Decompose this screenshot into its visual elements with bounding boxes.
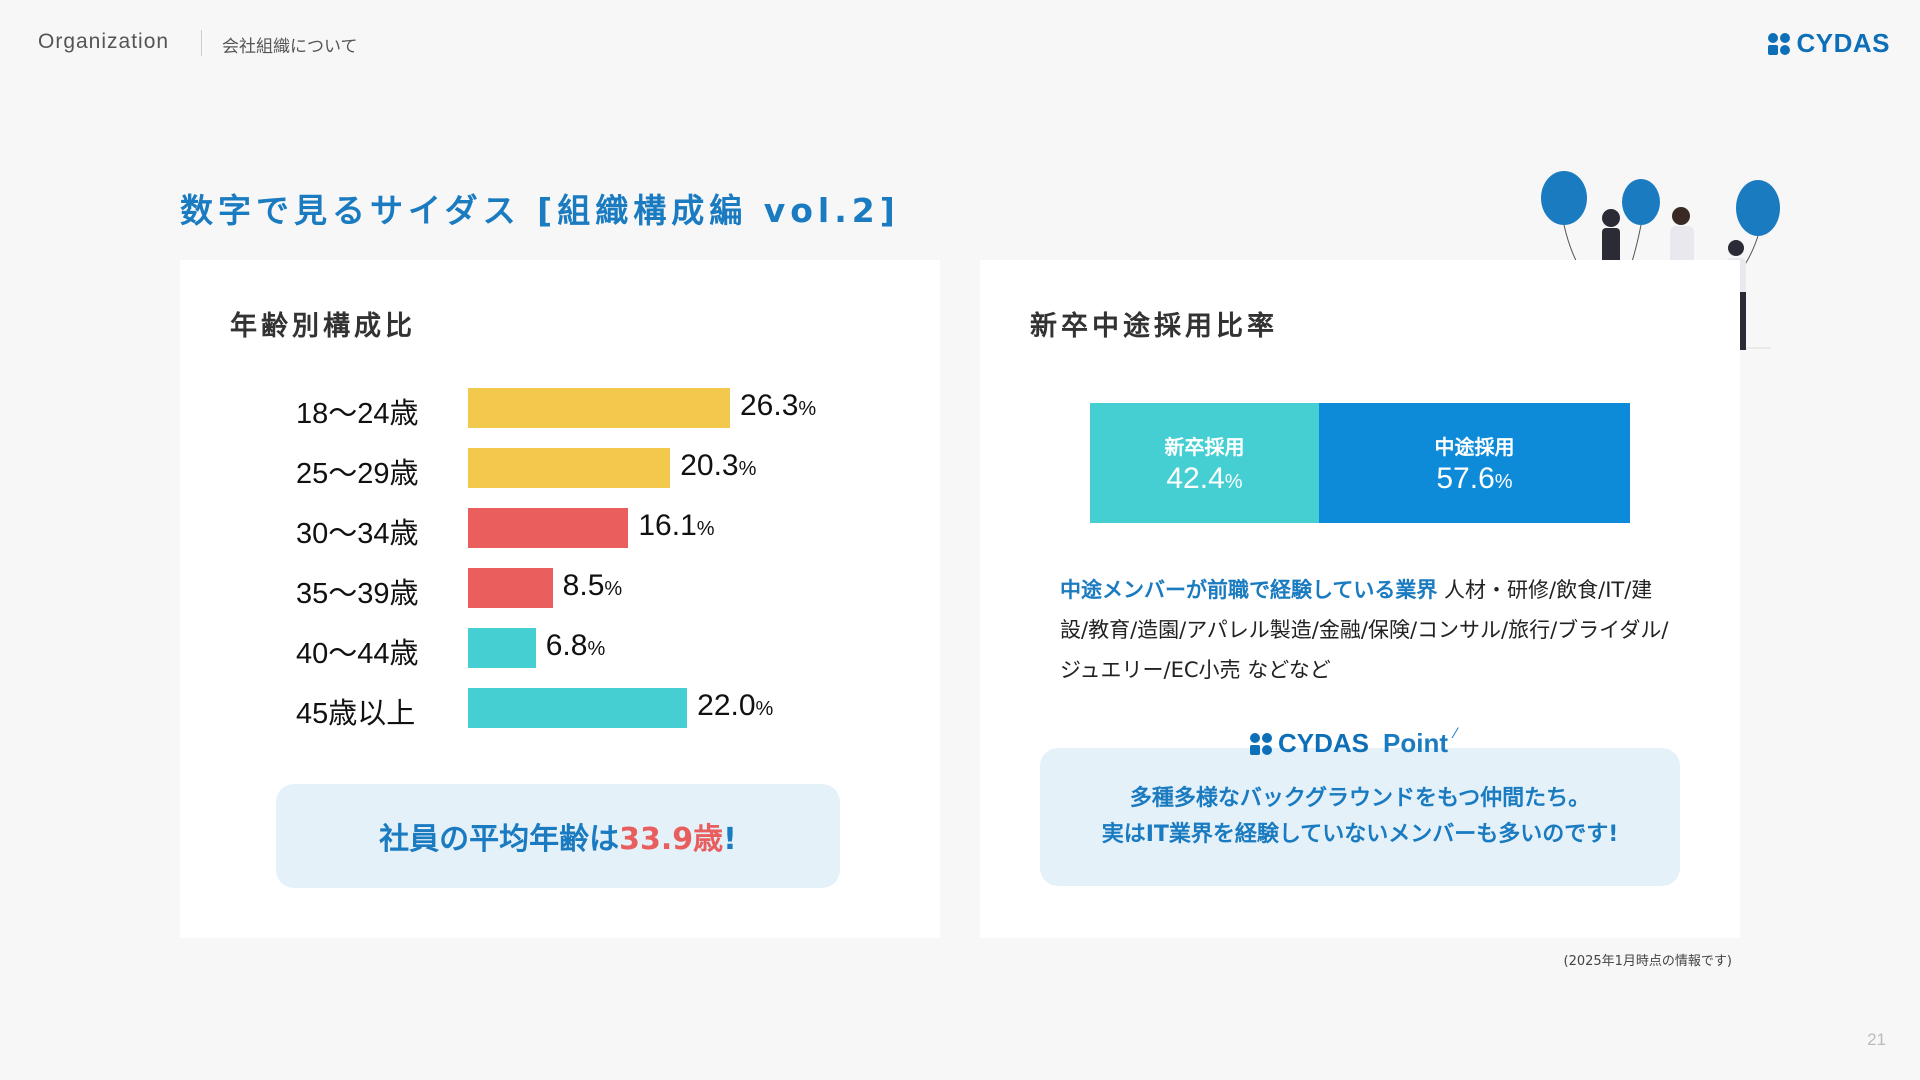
age-category-label: 25〜29歳 (296, 458, 419, 490)
industry-description: 中途メンバーが前職で経験している業界 人材・研修/飲食/IT/建設/教育/造園/… (1060, 570, 1670, 690)
average-age-value: 33.9歳 (619, 822, 724, 857)
cydas-logo: CYDAS (1768, 28, 1890, 59)
average-age-suffix: ! (723, 822, 737, 857)
age-bar-value: 16.1% (638, 509, 715, 542)
cydas-point-heading: CYDAS Point ⁄ (1250, 725, 1457, 759)
hire-segment: 新卒採用 42.4% (1090, 403, 1319, 523)
page-number: 21 (1867, 1030, 1886, 1049)
age-bar (468, 448, 671, 488)
hire-segment-value: 42.4% (1166, 461, 1243, 495)
point-line-1: 多種多様なバックグラウンドをもつ仲間たち。 (1129, 786, 1591, 811)
age-bar-value: 6.8% (545, 629, 606, 662)
age-bar-value: 26.3% (740, 389, 817, 422)
age-bar-chart: 18〜24歳 26.3% 25〜29歳 20.3% 30〜34歳 16.1% 35〜39歳 8… (180, 388, 940, 748)
point-line-2: 実はIT業界を経験していないメンバーも多いのです! (1101, 822, 1619, 847)
age-bar-value: 20.3% (680, 449, 757, 482)
header-divider (201, 30, 202, 56)
age-bar-value: 8.5% (562, 569, 623, 602)
age-bar (468, 388, 730, 428)
hire-segment: 中途採用 57.6% (1318, 403, 1630, 523)
hire-ratio-card: 新卒中途採用比率 新卒採用 42.4% 中途採用 57.6% 中途メンバーが前職で経験… (980, 260, 1740, 938)
page-title: 数字で見るサイダス [組織構成編 vol.2] (180, 191, 900, 230)
section-label: Organization (38, 30, 170, 53)
age-breakdown-card: 年齢別構成比 18〜24歳 26.3% 25〜29歳 20.3% 30〜34歳 16.1%… (180, 260, 940, 938)
cydas-point-logo-icon (1250, 732, 1272, 755)
cydas-point-box: 多種多様なバックグラウンドをもつ仲間たち。 実はIT業界を経験していないメンバー… (1040, 748, 1680, 886)
age-category-label: 40〜44歳 (296, 638, 419, 670)
sparkle-icon: ⁄ (1454, 725, 1457, 742)
point-label: Point (1383, 728, 1449, 758)
average-age-callout: 社員の平均年齢は33.9歳! (276, 784, 840, 888)
age-category-label: 18〜24歳 (296, 398, 419, 430)
cydas-logo-icon (1768, 32, 1791, 55)
hire-segment-label: 中途採用 (1434, 434, 1515, 459)
hire-ratio-bar: 新卒採用 42.4% 中途採用 57.6% (1090, 403, 1630, 523)
age-bar (468, 688, 688, 728)
age-category-label: 45歳以上 (296, 698, 416, 730)
point-brand: CYDAS (1278, 728, 1370, 758)
section-subtitle: 会社組織について (222, 37, 358, 57)
age-category-label: 35〜39歳 (296, 578, 419, 610)
industry-description-list: 人材・研修/飲食/IT/建設/教育/造園/アパレル製造/金融/保険/コンサル/旅… (1060, 578, 1669, 682)
industry-description-lead: 中途メンバーが前職で経験している業界 (1060, 578, 1438, 602)
average-age-prefix: 社員の平均年齢は (379, 822, 620, 857)
age-category-label: 30〜34歳 (296, 518, 419, 550)
hire-segment-value: 57.6% (1436, 461, 1513, 495)
logo-text: CYDAS (1796, 28, 1890, 58)
age-chart-title: 年齢別構成比 (230, 311, 416, 342)
age-bar (468, 568, 553, 608)
age-bar-value: 22.0% (697, 689, 774, 722)
age-bar (468, 628, 536, 668)
hire-chart-title: 新卒中途採用比率 (1030, 311, 1278, 342)
footnote: (2025年1月時点の情報です) (1563, 954, 1733, 969)
age-bar (468, 508, 629, 548)
average-age-text: 社員の平均年齢は33.9歳! (379, 814, 737, 858)
hire-segment-label: 新卒採用 (1164, 434, 1245, 459)
